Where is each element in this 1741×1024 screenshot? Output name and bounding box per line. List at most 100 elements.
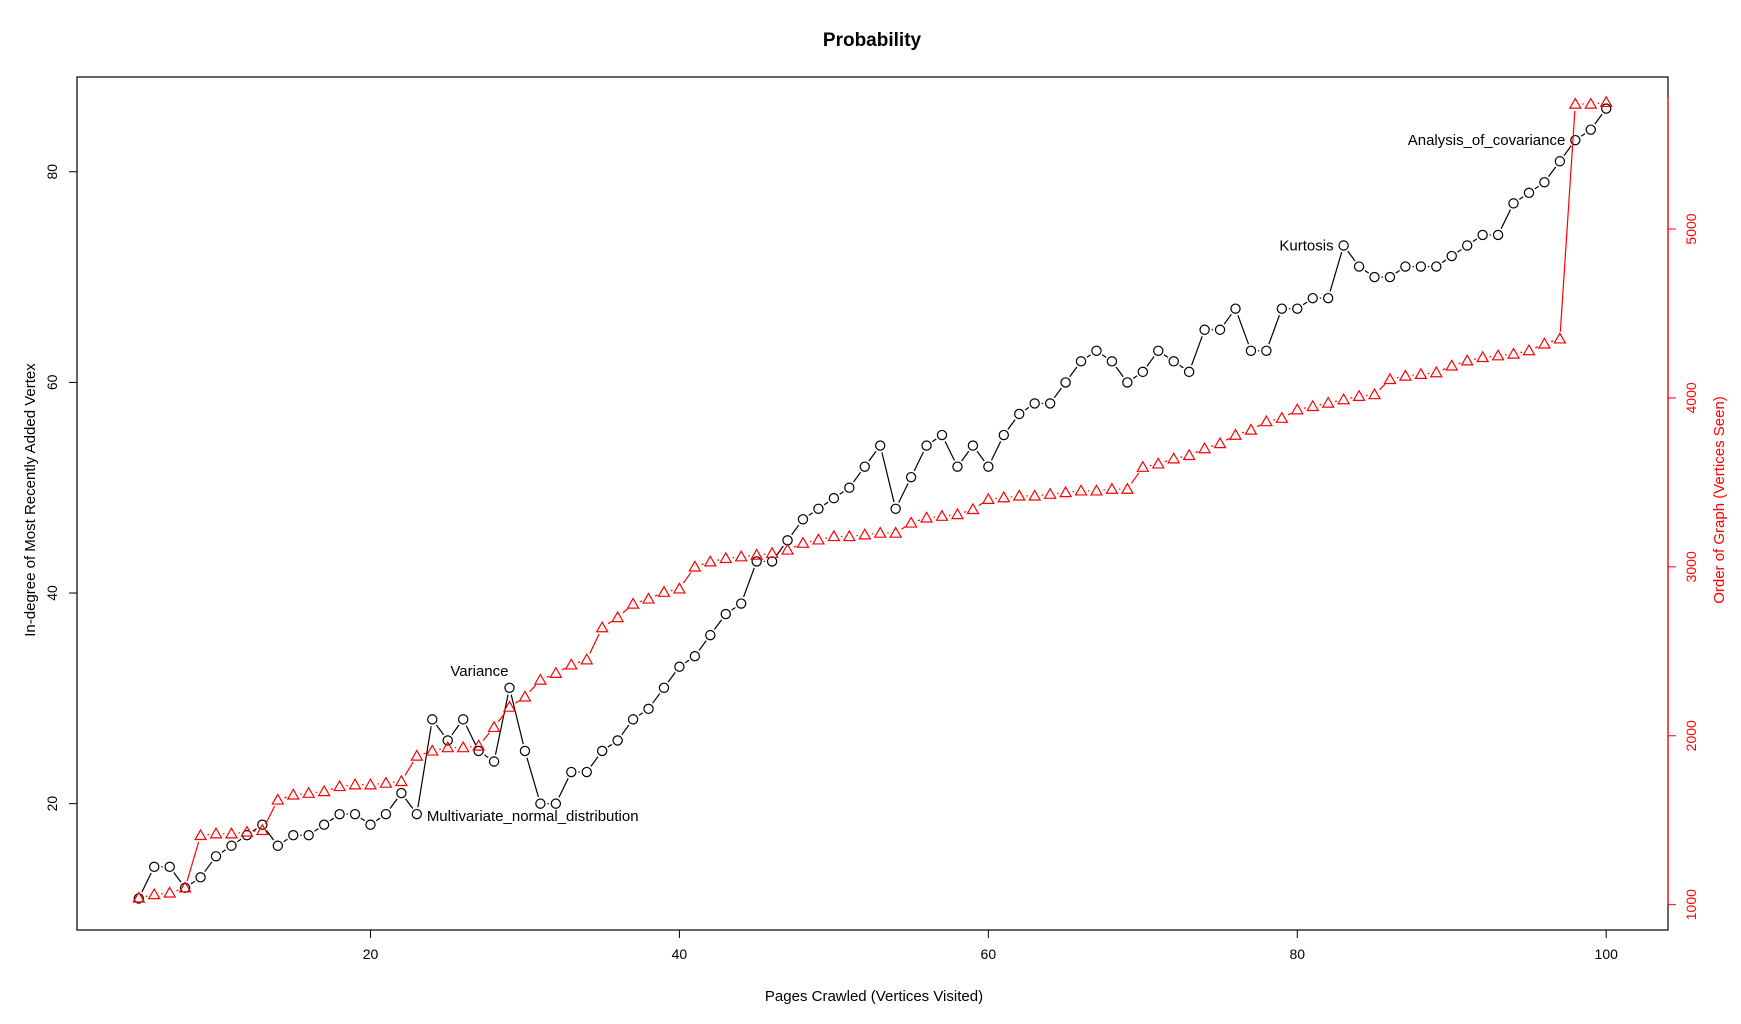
data-point — [781, 543, 795, 555]
data-point — [765, 546, 779, 559]
x-axis-label: Pages Crawled (Vertices Visited) — [765, 988, 983, 1005]
data-point — [827, 529, 841, 542]
series-segment — [1548, 166, 1557, 178]
annotation-layer: Variance Multivariate_normal_distribution… — [427, 132, 1565, 825]
series-segment — [913, 451, 925, 472]
series-layer — [132, 95, 1613, 904]
data-point — [488, 756, 500, 767]
data-point — [595, 620, 609, 633]
series-segment — [793, 545, 797, 548]
series-segment — [497, 712, 506, 723]
x-tick-label: 40 — [672, 946, 688, 962]
data-point — [736, 598, 747, 609]
data-point — [427, 714, 438, 725]
data-point — [1599, 95, 1613, 108]
data-point — [317, 784, 331, 797]
series-segment — [465, 725, 477, 745]
data-point — [1429, 365, 1443, 378]
data-point — [1153, 345, 1164, 357]
series-segment — [1086, 354, 1092, 358]
data-point — [705, 629, 716, 641]
data-point — [349, 808, 361, 820]
series-segment — [526, 757, 540, 798]
data-point — [1167, 452, 1181, 464]
data-point — [147, 887, 161, 900]
series-segment — [823, 501, 829, 506]
data-point — [194, 828, 208, 841]
series-segment — [607, 743, 613, 748]
series-segment — [375, 817, 381, 822]
data-point — [596, 745, 608, 757]
data-point — [1074, 484, 1088, 496]
data-point — [1523, 187, 1535, 199]
data-point — [456, 740, 470, 753]
data-point — [1012, 489, 1026, 501]
series-segment — [1441, 259, 1447, 264]
series-segment — [252, 828, 257, 832]
data-point — [1553, 332, 1567, 344]
data-point — [533, 673, 547, 685]
data-point — [519, 745, 531, 757]
series-segment — [389, 798, 398, 809]
data-point — [1228, 428, 1243, 440]
data-point — [380, 808, 392, 820]
series-segment — [404, 761, 414, 776]
series-segment — [901, 526, 906, 530]
data-point — [209, 827, 223, 839]
data-point — [255, 823, 269, 836]
data-point — [719, 551, 733, 564]
data-point — [1445, 359, 1459, 371]
data-point — [842, 529, 856, 542]
data-point — [566, 766, 577, 778]
data-point — [921, 440, 932, 451]
data-point — [1230, 303, 1241, 314]
data-point — [751, 556, 762, 567]
data-point — [1367, 387, 1382, 400]
data-point — [766, 556, 778, 567]
data-point — [1539, 177, 1550, 188]
data-point — [688, 560, 702, 572]
data-point — [348, 778, 362, 790]
series-segment — [176, 889, 179, 892]
series-segment — [1069, 366, 1078, 378]
data-point — [302, 786, 316, 798]
series-segment — [791, 524, 800, 536]
series-segment — [264, 805, 276, 825]
series-segment — [1164, 460, 1168, 463]
series-segment — [808, 512, 813, 516]
y-axis: 20 40 60 80 — [44, 164, 77, 811]
data-point — [981, 492, 995, 505]
series-segment — [698, 640, 707, 651]
data-point — [288, 830, 299, 841]
data-point — [905, 471, 917, 483]
y2-tick-label: 5000 — [1683, 213, 1699, 244]
series-segment — [976, 450, 985, 462]
series-segment — [701, 563, 704, 566]
data-point — [720, 608, 731, 620]
series-segment — [1559, 110, 1576, 332]
series-segment — [1287, 412, 1292, 416]
data-point — [983, 461, 994, 472]
data-point — [164, 861, 175, 873]
series-segment — [589, 633, 600, 654]
data-point — [689, 650, 701, 662]
data-point — [133, 893, 144, 904]
series-segment — [1457, 248, 1462, 253]
data-point — [1168, 356, 1179, 367]
data-point — [1137, 366, 1149, 378]
data-point — [363, 778, 378, 790]
data-point — [750, 548, 764, 560]
series-segment — [713, 619, 723, 630]
data-point — [1400, 261, 1411, 272]
series-segment — [1132, 375, 1138, 379]
annotation-label: Multivariate_normal_distribution — [427, 808, 639, 825]
data-point — [796, 536, 810, 548]
data-point — [379, 776, 393, 788]
data-point — [132, 891, 146, 903]
y2-tick-label: 1000 — [1683, 889, 1699, 920]
series-segment — [667, 672, 676, 683]
series-segment — [961, 450, 970, 462]
data-point — [703, 555, 717, 567]
series-segment — [141, 872, 152, 893]
series-segment — [482, 732, 491, 741]
